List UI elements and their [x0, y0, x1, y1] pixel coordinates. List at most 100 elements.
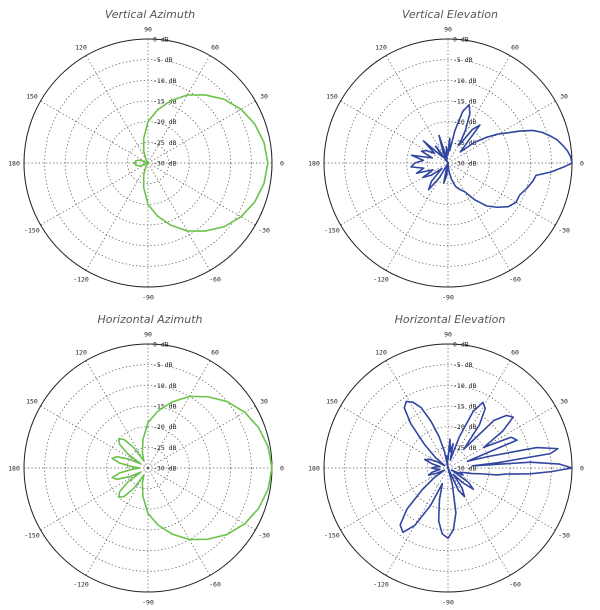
chart-title: Horizontal Azimuth [97, 313, 203, 326]
radial-tick-label: 0 dB [153, 36, 169, 44]
grid-ring [406, 121, 490, 205]
angle-tick-label: 90 [444, 331, 452, 339]
radial-tick-label: 0 dB [453, 36, 469, 44]
radial-tick-label: -30 dB [153, 160, 177, 168]
angle-tick-label: -120 [373, 276, 389, 284]
radial-tick-label: -30 dB [453, 160, 477, 168]
angle-tick-label: -90 [142, 599, 154, 607]
grid-ring [344, 59, 552, 267]
grid-spoke [40, 100, 149, 164]
angle-tick-label: 30 [560, 93, 568, 101]
grid-spoke [147, 467, 256, 531]
grid-spoke [85, 360, 149, 469]
chart-title: Horizontal Elevation [394, 313, 506, 326]
grid-spoke [340, 405, 449, 469]
grid-spoke [447, 55, 511, 164]
grid-spoke [340, 467, 449, 531]
angle-tick-label: -150 [324, 532, 340, 540]
radial-tick-label: -15 dB [153, 98, 177, 106]
grid-ring [44, 364, 252, 572]
radial-tick-label: 0 dB [453, 341, 469, 349]
chart-horizontal-elevation: Horizontal Elevation 0 30 60 90 120 150 180 -15… [300, 305, 600, 610]
grid-spoke [447, 467, 511, 576]
radial-tick-label: -10 dB [153, 77, 177, 85]
grid-ring [126, 141, 170, 185]
radial-tick-label: -5 dB [153, 56, 173, 64]
grid-ring [44, 59, 252, 267]
angle-tick-label: -60 [209, 581, 221, 589]
grid-spoke [85, 467, 149, 576]
grid-spoke [147, 162, 256, 226]
angle-tick-label: -60 [209, 276, 221, 284]
grid-spoke [447, 360, 511, 469]
radial-tick-label: 0 dB [153, 341, 169, 349]
radial-tick-label: -25 dB [153, 139, 177, 147]
angle-tick-label: -120 [73, 581, 89, 589]
grid-spoke [147, 360, 211, 469]
angle-tick-label: 60 [511, 348, 519, 356]
grid-spoke [447, 405, 556, 469]
angle-tick-label: 0 [580, 160, 584, 168]
angle-tick-label: 150 [326, 398, 338, 406]
angle-tick-label: 60 [211, 348, 219, 356]
radial-tick-label: -25 dB [453, 139, 477, 147]
angle-tick-label: 90 [144, 331, 152, 339]
radial-tick-label: -20 dB [153, 118, 177, 126]
angle-tick-label: -90 [142, 294, 154, 302]
angle-tick-label: -90 [442, 599, 454, 607]
angle-tick-label: 90 [144, 26, 152, 34]
grid-ring [64, 384, 232, 552]
angle-tick-label: -150 [24, 532, 40, 540]
grid-spoke [85, 55, 149, 164]
angle-tick-label: 180 [308, 160, 320, 168]
angle-tick-label: 60 [511, 43, 519, 51]
polar-plot: 0 30 60 90 120 150 180 -150 -120 -90 -60 -30 0 dB -5 … [308, 331, 584, 607]
angle-tick-label: -30 [558, 227, 570, 235]
angle-tick-label: 150 [326, 93, 338, 101]
grid-spoke [385, 162, 449, 271]
grid-spoke [40, 162, 149, 226]
grid-spoke [147, 55, 211, 164]
angle-tick-label: 120 [375, 348, 387, 356]
radial-tick-label: -5 dB [153, 361, 173, 369]
grid-spoke [447, 467, 556, 531]
angle-tick-label: 90 [444, 26, 452, 34]
angle-tick-label: 120 [375, 43, 387, 51]
angle-tick-label: -30 [258, 227, 270, 235]
chart-title: Vertical Azimuth [104, 8, 196, 21]
grid-spoke [385, 55, 449, 164]
chart-vertical-azimuth: Vertical Azimuth 0 30 60 90 120 150 180 -150 -12… [0, 0, 300, 305]
angle-tick-label: -120 [73, 276, 89, 284]
grid-spoke [40, 467, 149, 531]
angle-tick-label: -90 [442, 294, 454, 302]
grid-spoke [340, 162, 449, 226]
angle-tick-label: 30 [560, 398, 568, 406]
chart-vertical-elevation: Vertical Elevation 0 30 60 90 120 150 180 -150 -… [300, 0, 600, 305]
radial-tick-label: -10 dB [453, 77, 477, 85]
angle-tick-label: -60 [509, 276, 521, 284]
radial-tick-label: -30 dB [153, 465, 177, 473]
radial-tick-label: -20 dB [453, 118, 477, 126]
radial-tick-label: -10 dB [153, 382, 177, 390]
grid-ring [64, 79, 232, 247]
radial-tick-label: -5 dB [453, 361, 473, 369]
pattern-trace [132, 94, 269, 232]
polar-plot: 0 30 60 90 120 150 180 -150 -120 -90 -60 -30 0 dB -5 … [8, 26, 284, 302]
angle-tick-label: -150 [24, 227, 40, 235]
radial-tick-label: -20 dB [153, 423, 177, 431]
angle-tick-label: 150 [26, 93, 38, 101]
grid-ring [364, 79, 532, 247]
pattern-trace [111, 395, 273, 541]
angle-tick-label: 0 [580, 465, 584, 473]
grid-spoke [85, 162, 149, 271]
grid-ring [106, 426, 190, 510]
radial-tick-label: -10 dB [453, 382, 477, 390]
pattern-trace [399, 400, 573, 540]
angle-tick-label: 120 [75, 348, 87, 356]
grid-spoke [447, 162, 511, 271]
grid-spoke [147, 100, 256, 164]
angle-tick-label: -30 [558, 532, 570, 540]
grid-ring [406, 426, 490, 510]
pattern-trace [410, 103, 573, 209]
grid-spoke [147, 162, 211, 271]
